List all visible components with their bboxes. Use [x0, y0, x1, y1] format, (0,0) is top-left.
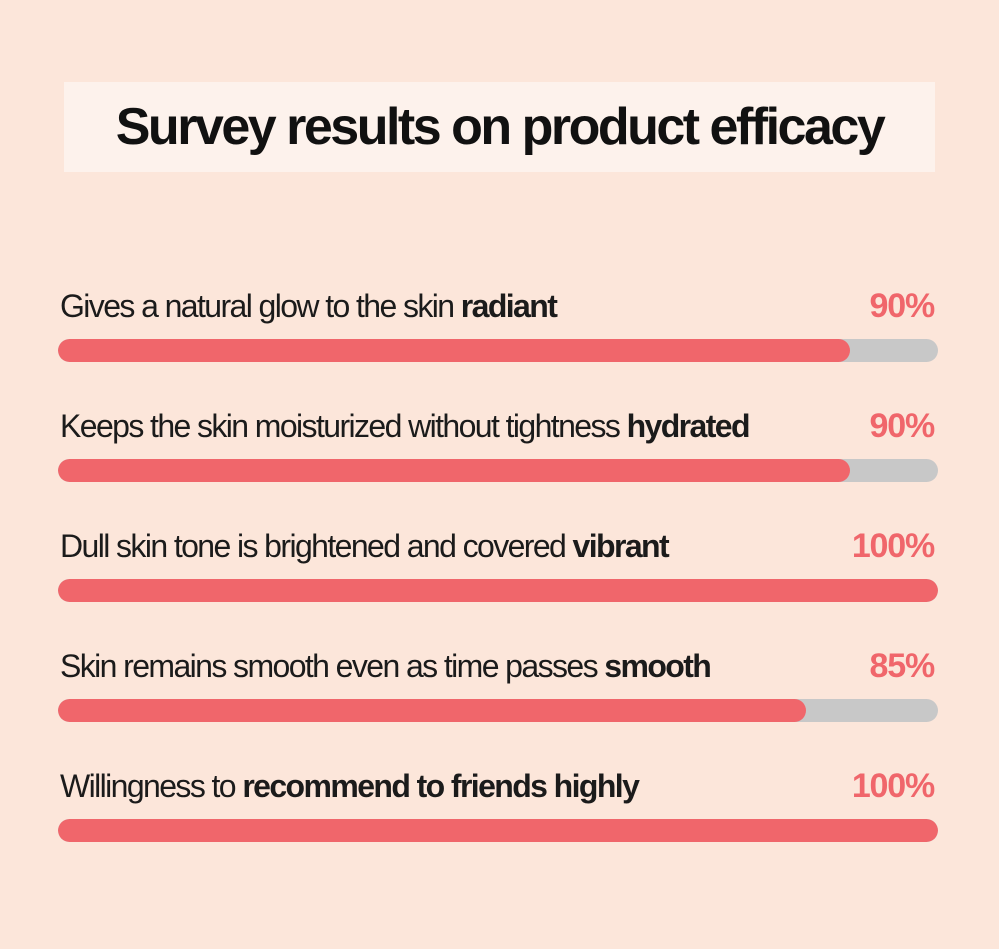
row-label-emphasis: vibrant — [572, 528, 670, 564]
chart-title: Survey results on product efficacy — [115, 98, 886, 156]
row-percent: 85% — [869, 647, 936, 685]
bar-fill — [58, 699, 806, 722]
survey-row: Gives a natural glow to the skin radiant… — [58, 280, 938, 400]
row-label: Willingness to recommend to friends high… — [60, 764, 640, 808]
row-label-emphasis: hydrated — [626, 408, 751, 444]
survey-bar-chart: Gives a natural glow to the skin radiant… — [58, 280, 938, 880]
survey-row: Keeps the skin moisturized without tight… — [58, 400, 938, 520]
row-percent: 90% — [869, 407, 936, 445]
survey-row: Dull skin tone is brightened and covered… — [58, 520, 938, 640]
row-percent: 90% — [869, 287, 936, 325]
survey-row: Willingness to recommend to friends high… — [58, 760, 938, 880]
title-banner: Survey results on product efficacy — [64, 82, 935, 172]
bar-fill — [58, 459, 850, 482]
row-label-text: Skin remains smooth even as time passes — [60, 648, 605, 684]
row-label-text: Gives a natural glow to the skin — [60, 288, 461, 324]
row-label-text: Willingness to — [60, 768, 243, 804]
row-label-text: Dull skin tone is brightened and covered — [60, 528, 573, 564]
bar-track — [58, 819, 938, 842]
bar-track — [58, 339, 938, 362]
row-percent: 100% — [851, 527, 935, 565]
row-label: Gives a natural glow to the skin radiant — [60, 284, 558, 328]
survey-row: Skin remains smooth even as time passes … — [58, 640, 938, 760]
row-label-emphasis: radiant — [460, 288, 558, 324]
bar-fill — [58, 819, 938, 842]
bar-track — [58, 459, 938, 482]
row-label-emphasis: smooth — [604, 648, 712, 684]
bar-fill — [58, 339, 850, 362]
bar-track — [58, 579, 938, 602]
row-percent: 100% — [851, 767, 935, 805]
row-label-text: Keeps the skin moisturized without tight… — [60, 408, 627, 444]
bar-track — [58, 699, 938, 722]
row-label: Skin remains smooth even as time passes … — [60, 644, 712, 688]
bar-fill — [58, 579, 938, 602]
row-label: Keeps the skin moisturized without tight… — [60, 404, 751, 448]
row-label-emphasis: recommend to friends highly — [242, 768, 640, 804]
row-label: Dull skin tone is brightened and covered… — [60, 524, 670, 568]
